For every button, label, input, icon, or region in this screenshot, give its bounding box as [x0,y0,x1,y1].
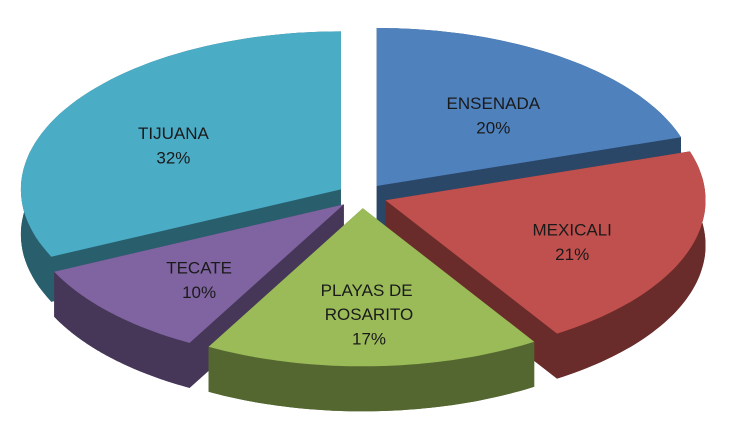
value-label: 17% [352,330,386,349]
slice-label: TIJUANA [138,124,210,143]
label-line: MEXICALI [533,221,612,240]
slice-outer-wall [208,341,535,412]
slice [208,208,535,367]
value-label: 20% [476,118,510,137]
value-label: 32% [156,148,190,167]
value-label: 21% [555,245,589,264]
slice [376,28,681,186]
label-line: ROSARITO [325,306,413,325]
slice [54,204,344,343]
slice-label: MEXICALI [533,221,612,240]
label-line: PLAYAS DE [321,282,418,301]
label-line: TIJUANA [138,124,210,143]
value-label: 10% [182,283,216,302]
label-line: ENSENADA [447,94,541,113]
slice-outer-wall [557,151,706,379]
slice [20,31,341,257]
label-line: TECATE [166,259,232,278]
slice-label: PLAYAS DE ROSARITO [321,282,418,325]
slice-label: ENSENADA [447,94,541,113]
slice [385,151,706,334]
slice-label: TECATE [166,259,232,278]
slice-outer-wall [54,271,190,388]
